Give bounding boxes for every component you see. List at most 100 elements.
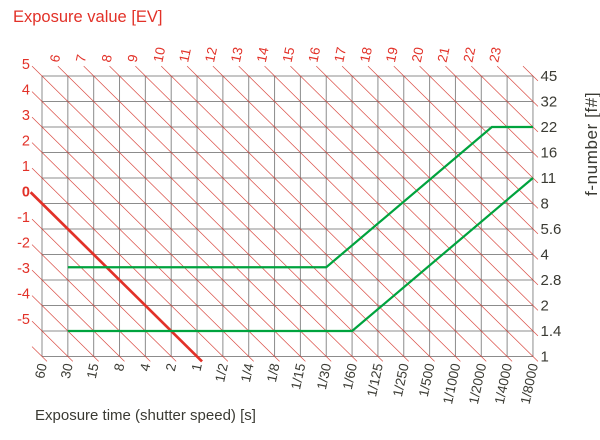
top-tick-label: 23 (486, 46, 504, 64)
bottom-tick-label: 1/30 (314, 362, 334, 391)
bottom-tick-label: 1/1000 (440, 362, 463, 406)
bottom-tick-label: 1/8 (264, 362, 283, 383)
top-tick-label: 17 (331, 46, 349, 64)
program-lines (67, 125, 534, 333)
ev-isoline (31, 218, 177, 362)
right-tick-label: 4 (541, 247, 549, 264)
ev-isoline (367, 65, 539, 235)
bottom-tick-label: 1 (189, 362, 205, 372)
top-tick-label: 16 (305, 46, 323, 64)
top-tick-label: 19 (383, 46, 401, 64)
top-tick-label: 6 (47, 53, 63, 63)
ev-isoline (212, 65, 513, 362)
top-tick-label: 13 (228, 46, 246, 64)
left-tick-label: 0 (22, 185, 30, 201)
bottom-axis-title: Exposure time (shutter speed) [s] (35, 407, 256, 424)
ev-isoline (57, 65, 358, 362)
top-tick-label: 20 (409, 46, 427, 64)
ev0-line (29, 191, 203, 363)
ev-isoline (31, 320, 74, 362)
ev-isoline (135, 65, 435, 362)
ev-isoline (290, 65, 539, 311)
bottom-tick-label: 1/2 (212, 362, 231, 383)
right-tick-label: 45 (541, 68, 558, 85)
bottom-tick-label: 15 (84, 362, 102, 380)
right-tick-label: 32 (541, 94, 558, 111)
ev-isolines (31, 65, 539, 362)
left-tick-label: 1 (22, 159, 30, 175)
bottom-tick-label: 1/250 (390, 362, 412, 398)
ev-isoline (31, 295, 99, 362)
slow-lens-program-line (67, 125, 533, 269)
top-tick-label: 15 (280, 46, 298, 64)
axis-ticks: 6 7 8 9 10 11 12 13 14 15 16 17 18 19 20 21 22 23543210-1… (17, 45, 561, 405)
bottom-tick-label: 1/2000 (466, 362, 489, 406)
ev-isoline (341, 65, 539, 260)
right-tick-label: 22 (541, 119, 558, 136)
ev-isoline (31, 244, 151, 362)
ev-isoline (31, 91, 306, 362)
right-tick-label: 5.6 (541, 221, 562, 238)
ev-isoline (316, 65, 539, 286)
fast-lens-program-line (67, 177, 534, 333)
ev-isoline (186, 65, 487, 362)
ev-isoline (31, 167, 229, 362)
bottom-tick-label: 1/15 (288, 362, 308, 391)
ev-isoline (419, 65, 539, 184)
left-tick-label: -4 (17, 287, 30, 303)
top-tick-label: 14 (254, 45, 272, 63)
ev-isoline (83, 65, 384, 362)
right-tick-label: 1.4 (541, 323, 562, 340)
top-tick-label: 12 (202, 46, 220, 64)
right-tick-label: 8 (541, 196, 549, 213)
top-axis-title: Exposure value [EV] (13, 8, 163, 26)
left-tick-label: -5 (17, 312, 30, 328)
bottom-tick-label: 1/8000 (518, 362, 541, 406)
ev-isoline (31, 142, 254, 362)
ev-isoline (471, 65, 539, 133)
top-tick-label: 9 (125, 53, 141, 63)
top-tick-label: 21 (435, 46, 453, 64)
bottom-tick-label: 4 (137, 362, 153, 373)
ev-isoline (393, 65, 539, 209)
ev-isoline (31, 269, 125, 362)
ev-isoline (522, 65, 539, 82)
bottom-tick-label: 1/125 (364, 362, 386, 398)
right-tick-label: 1 (541, 349, 549, 366)
ev-isoline (160, 65, 461, 362)
top-tick-label: 18 (357, 46, 375, 64)
left-tick-label: 4 (22, 83, 30, 99)
ev-isoline (264, 65, 539, 337)
right-tick-label: 2.8 (541, 272, 562, 289)
left-tick-label: 3 (22, 108, 30, 124)
right-tick-label: 2 (541, 298, 549, 315)
top-tick-label: 11 (176, 47, 194, 64)
ev-isoline (31, 346, 48, 362)
right-tick-label: 16 (541, 145, 558, 162)
top-tick-label: 10 (150, 46, 168, 64)
bottom-tick-label: 30 (58, 362, 76, 380)
left-tick-label: -1 (17, 210, 30, 226)
left-tick-label: -2 (17, 236, 30, 252)
top-tick-label: 22 (461, 46, 479, 64)
bottom-tick-label: 8 (111, 362, 127, 372)
ev-isoline (445, 65, 539, 158)
bottom-tick-label: 1/60 (340, 362, 360, 391)
ev-isoline (496, 65, 539, 107)
ev-isoline (31, 65, 332, 362)
bottom-tick-label: 1/4 (238, 362, 257, 384)
top-tick-label: 7 (73, 53, 89, 63)
bottom-tick-label: 2 (163, 362, 179, 372)
bottom-tick-label: 1/500 (416, 362, 438, 398)
ev-isoline (109, 65, 409, 362)
left-tick-label: 5 (22, 57, 30, 73)
left-tick-label: -3 (17, 261, 30, 277)
right-axis-title: f-number [f#] (582, 92, 600, 196)
top-tick-label: 8 (99, 53, 115, 63)
ev-isoline (31, 116, 280, 362)
right-tick-label: 11 (541, 170, 557, 187)
bottom-tick-label: 60 (32, 362, 50, 380)
left-tick-label: 2 (22, 134, 30, 150)
